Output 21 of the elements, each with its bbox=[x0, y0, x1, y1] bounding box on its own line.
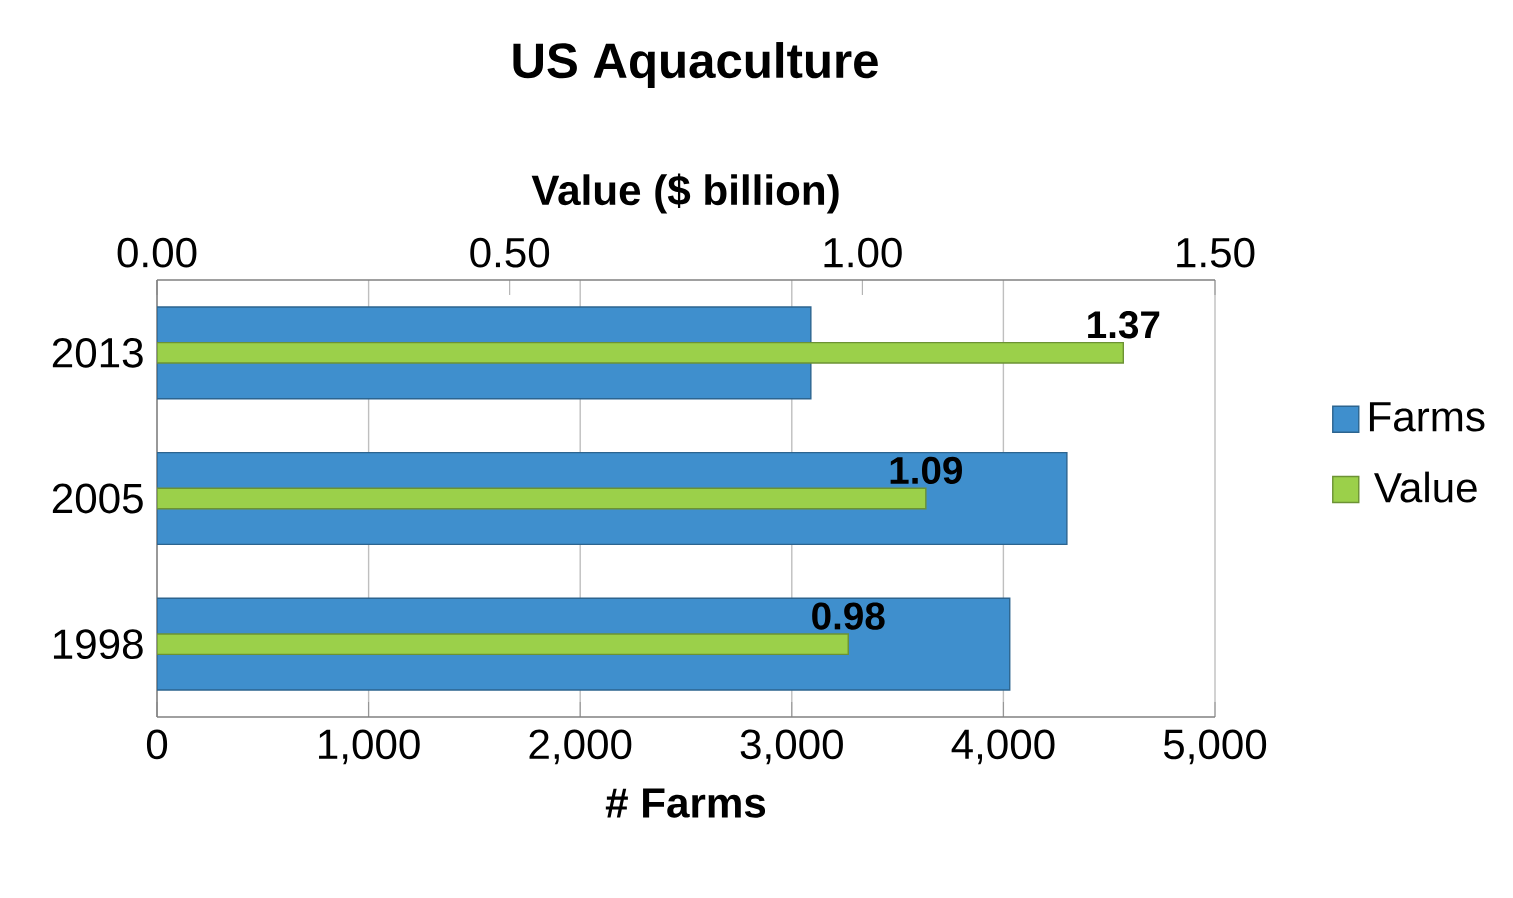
x-tick-label: 3,000 bbox=[740, 729, 843, 765]
legend-label: Farms bbox=[1369, 402, 1485, 432]
x2-tick-label: 0.00 bbox=[117, 237, 197, 268]
data-label: 1.09 bbox=[890, 456, 963, 485]
x-tick-label: 0 bbox=[146, 729, 168, 760]
data-label: 0.98 bbox=[812, 602, 885, 630]
x2-tick-label: 1.00 bbox=[824, 237, 902, 268]
x-tick-label: 2,000 bbox=[529, 729, 632, 765]
data-label: 1.37 bbox=[1088, 311, 1160, 339]
x-tick-label: 5,000 bbox=[1163, 729, 1267, 765]
chart-title: US Aquaculture bbox=[513, 42, 878, 88]
x2-tick-label: 1.50 bbox=[1177, 237, 1255, 268]
x-tick-label: 4,000 bbox=[951, 729, 1055, 765]
x-tick-label: 1,000 bbox=[319, 729, 420, 765]
y-tick-label: 1998 bbox=[53, 629, 143, 660]
legend-label: Value bbox=[1374, 471, 1477, 503]
x2-axis-title: Value ($ billion) bbox=[531, 173, 839, 214]
x-axis-title: # Farms bbox=[605, 788, 766, 818]
x2-tick-label: 0.50 bbox=[470, 237, 550, 268]
y-tick-label: 2005 bbox=[52, 483, 143, 514]
y-tick-label: 2013 bbox=[52, 337, 143, 368]
